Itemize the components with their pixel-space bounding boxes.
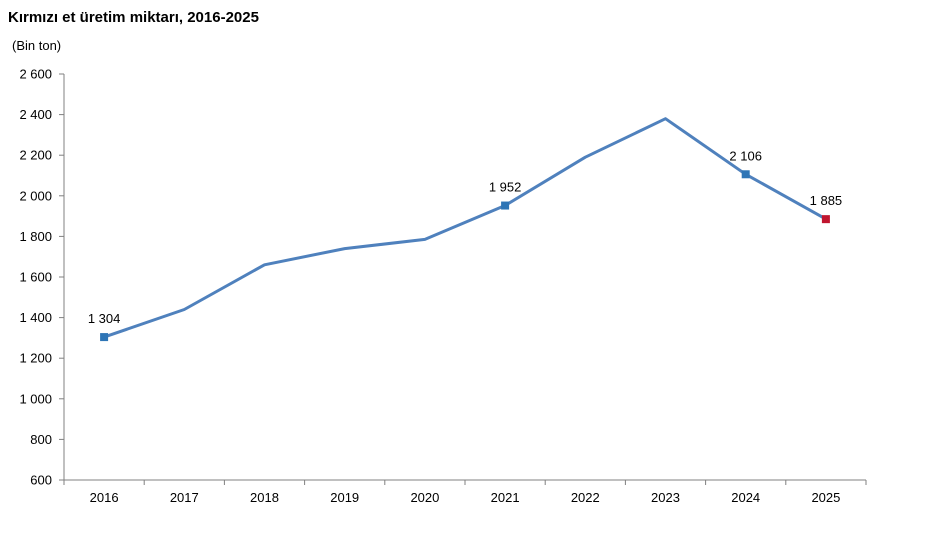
y-tick-label: 2 000	[19, 188, 52, 203]
data-label: 1 885	[810, 193, 843, 208]
y-tick-label: 2 400	[19, 107, 52, 122]
data-label: 2 106	[729, 148, 762, 163]
x-tick-label: 2016	[90, 490, 119, 505]
data-point-marker	[821, 215, 830, 224]
y-tick-label: 1 000	[19, 391, 52, 406]
y-tick-label: 800	[30, 432, 52, 447]
data-label: 1 304	[88, 311, 121, 326]
x-tick-label: 2023	[651, 490, 680, 505]
chart-title: Kırmızı et üretim miktarı, 2016-2025	[8, 9, 259, 26]
y-tick-label: 600	[30, 473, 52, 488]
series-line	[103, 117, 827, 339]
y-tick-label: 1 400	[19, 310, 52, 325]
x-tick-label: 2017	[170, 490, 199, 505]
x-tick-label: 2022	[571, 490, 600, 505]
y-tick-label: 1 600	[19, 270, 52, 285]
data-point-marker	[100, 333, 109, 342]
y-axis: 600 800 1 000 1 200 1 400 1 600 1 800 2 000 2 20…	[19, 67, 65, 488]
series-layer	[100, 117, 830, 342]
x-tick-label: 2019	[330, 490, 359, 505]
data-labels-layer: 1 304 1 952 2 106 1 885	[88, 148, 842, 326]
x-tick-label: 2020	[410, 490, 439, 505]
x-tick-label: 2018	[250, 490, 279, 505]
x-tick-label: 2021	[491, 490, 520, 505]
data-label: 1 952	[489, 180, 522, 195]
data-point-marker	[741, 170, 750, 179]
data-point-marker	[501, 201, 510, 210]
y-axis-unit-label: (Bin ton)	[12, 38, 62, 53]
x-tick-label: 2025	[811, 490, 840, 505]
x-axis: 2016 2017 2018 2019 2020 2021 2022 2023 2024 2025	[63, 479, 867, 505]
x-tick-label: 2024	[731, 490, 760, 505]
y-tick-label: 2 600	[19, 67, 52, 82]
y-tick-label: 1 800	[19, 229, 52, 244]
y-tick-label: 2 200	[19, 148, 52, 163]
y-tick-label: 1 200	[19, 351, 52, 366]
